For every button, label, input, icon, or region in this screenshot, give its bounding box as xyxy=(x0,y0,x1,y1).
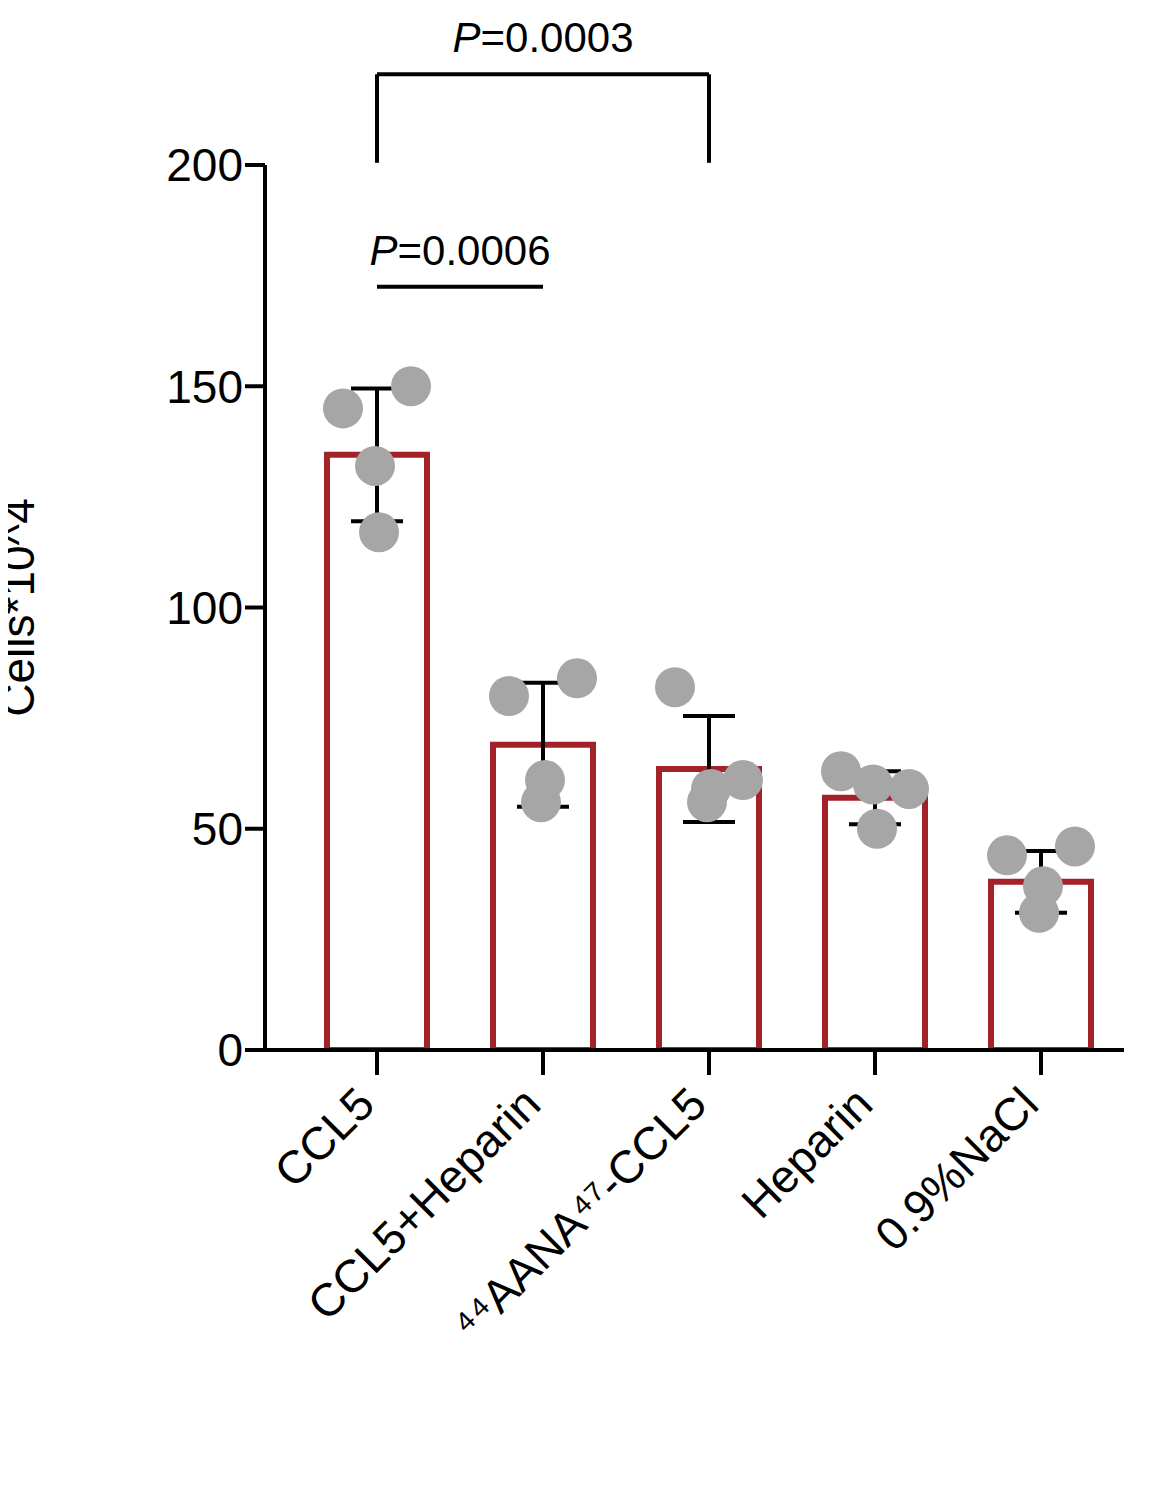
svg-text:50: 50 xyxy=(192,803,243,855)
svg-text:200: 200 xyxy=(166,139,243,191)
svg-text:150: 150 xyxy=(166,361,243,413)
svg-text:Cells*10^4: Cells*10^4 xyxy=(8,498,44,716)
svg-text:⁴⁴AANA⁴⁷-CCL5: ⁴⁴AANA⁴⁷-CCL5 xyxy=(443,1077,716,1350)
svg-text:100: 100 xyxy=(166,582,243,634)
svg-text:P=0.0006: P=0.0006 xyxy=(369,227,550,274)
svg-text:CCL5: CCL5 xyxy=(264,1077,384,1197)
svg-text:P=0.0003: P=0.0003 xyxy=(452,14,633,61)
svg-text:0.9%NaCl: 0.9%NaCl xyxy=(865,1077,1048,1260)
svg-text:0: 0 xyxy=(217,1024,243,1076)
svg-text:Heparin: Heparin xyxy=(731,1077,882,1228)
svg-text:CCL5+Heparin: CCL5+Heparin xyxy=(297,1077,551,1331)
